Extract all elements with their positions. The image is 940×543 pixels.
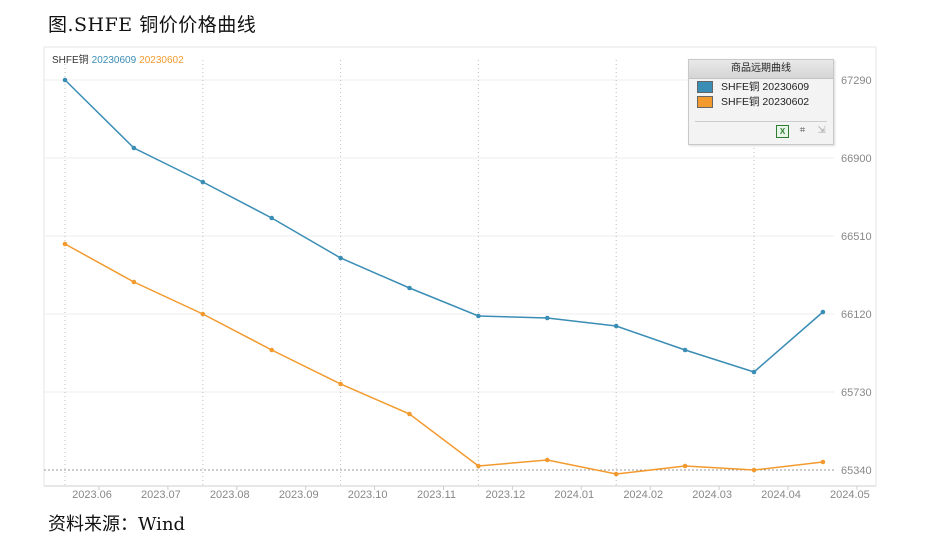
series-line-20230602 <box>64 243 823 475</box>
x-tick-label: 2024.03 <box>692 489 732 501</box>
data-point <box>476 313 481 319</box>
y-tick-label: 66120 <box>841 309 872 321</box>
legend-prefix: SHFE铜 <box>52 55 89 66</box>
data-point <box>338 381 343 387</box>
data-point <box>200 179 206 185</box>
data-point <box>200 311 206 317</box>
data-point <box>682 347 688 353</box>
x-tick-label: 2023.10 <box>348 489 388 501</box>
x-tick-label: 2023.06 <box>72 489 112 501</box>
popup-toolbar: X ⌗ ⇲ <box>776 125 827 138</box>
x-tick-label: 2023.07 <box>141 489 181 501</box>
data-point <box>613 471 619 477</box>
chart-legend-top: SHFE铜 20230609 20230602 <box>52 51 187 66</box>
expand-icon[interactable]: ⇲ <box>817 125 826 136</box>
x-tick-label: 2023.09 <box>279 489 319 501</box>
data-point <box>545 315 550 321</box>
data-point <box>751 369 757 375</box>
data-point <box>545 457 550 463</box>
data-point <box>682 463 688 469</box>
popup-legend-item-b[interactable]: SHFE铜 20230602 <box>697 94 833 109</box>
data-point <box>820 309 826 315</box>
data-point <box>613 323 619 329</box>
source-note: 资料来源：Wind <box>48 514 186 535</box>
y-tick-label: 67290 <box>841 75 872 87</box>
data-point <box>62 77 68 83</box>
popup-legend-label-b: SHFE铜 20230602 <box>721 96 810 108</box>
data-point <box>338 255 343 261</box>
x-tick-label: 2024.01 <box>554 489 594 501</box>
data-point <box>269 347 275 353</box>
x-tick-label: 2024.02 <box>623 489 663 501</box>
data-point <box>62 241 68 247</box>
y-tick-label: 66900 <box>841 153 872 165</box>
data-point <box>407 411 412 417</box>
x-tick-label: 2024.05 <box>830 489 870 501</box>
y-tick-label: 66510 <box>841 231 872 243</box>
forward-curve-popup: 商品远期曲线 SHFE铜 20230609 SHFE铜 20230602 X ⌗… <box>688 59 834 145</box>
data-point <box>820 459 826 465</box>
series-line-20230609 <box>64 79 824 373</box>
popup-legend-label-a: SHFE铜 20230609 <box>721 81 810 93</box>
popup-divider <box>695 121 827 122</box>
legend-series-b: 20230602 <box>139 55 184 66</box>
x-tick-label: 2023.08 <box>210 489 250 501</box>
data-point <box>269 215 275 221</box>
crop-icon[interactable]: ⌗ <box>799 125 806 136</box>
x-tick-label: 2023.12 <box>486 489 526 501</box>
y-tick-label: 65340 <box>841 465 872 477</box>
excel-export-icon[interactable]: X <box>776 125 789 138</box>
y-tick-label: 65730 <box>841 387 872 399</box>
data-point <box>131 145 137 151</box>
x-tick-label: 2023.11 <box>417 489 456 501</box>
legend-series-a: 20230609 <box>91 55 137 66</box>
data-point <box>407 285 412 291</box>
swatch-series-a <box>697 80 713 93</box>
figure-title: 图.SHFE 铜价价格曲线 <box>48 14 257 36</box>
popup-header: 商品远期曲线 <box>689 60 833 79</box>
swatch-series-b <box>697 95 713 108</box>
data-point <box>131 279 137 285</box>
x-tick-label: 2024.04 <box>761 489 801 501</box>
data-point <box>476 463 481 469</box>
popup-legend-item-a[interactable]: SHFE铜 20230609 <box>697 79 833 94</box>
data-point <box>751 467 757 473</box>
